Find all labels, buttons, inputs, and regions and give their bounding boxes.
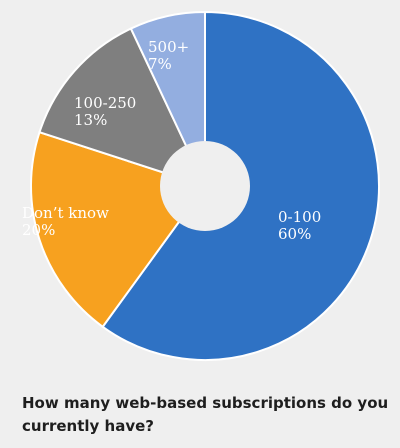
slice-value-don-t-know: 20%	[22, 221, 55, 239]
slice-value-500: 7%	[148, 55, 172, 73]
slice-label-don-t-know: Don’t know	[22, 204, 109, 222]
slice-label-0-100: 0-100	[278, 208, 321, 226]
slice-500	[129, 10, 206, 187]
slice-value-100-250: 13%	[74, 111, 107, 129]
slice-value-0-100: 60%	[278, 225, 311, 243]
slice-100-250	[38, 27, 207, 188]
donut-chart: 0-100 60% Don’t know 20% 100-250 13% 500+ 7%	[22, 10, 380, 361]
chart-title: How many web-based subscriptions do you …	[22, 394, 389, 435]
donut-hole	[160, 141, 250, 231]
slice-label-100-250: 100-250	[74, 94, 136, 112]
slice-label-500: 500+	[148, 38, 189, 56]
